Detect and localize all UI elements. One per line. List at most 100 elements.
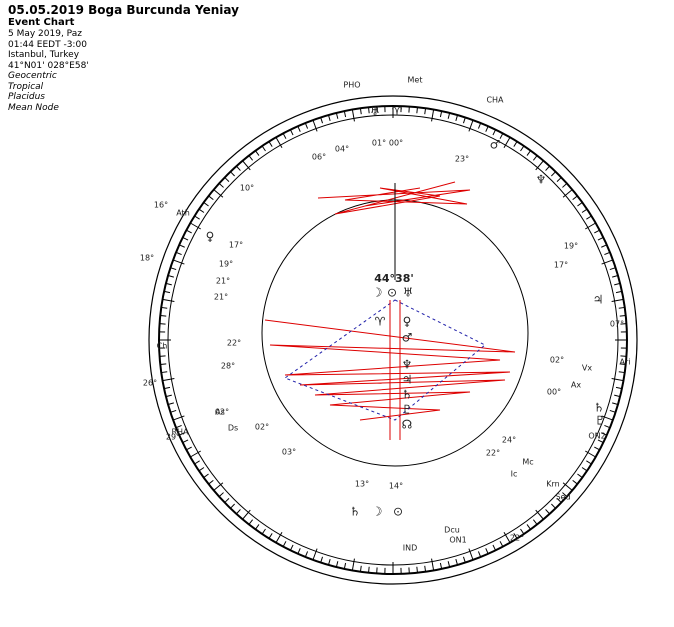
setting: Placidus bbox=[8, 92, 45, 102]
ring-tick bbox=[248, 155, 254, 161]
ring-tick bbox=[170, 267, 177, 271]
planet-glyph: ⊙ bbox=[387, 286, 397, 300]
ring-tick bbox=[351, 109, 355, 122]
ring-tick bbox=[431, 109, 435, 122]
ring-tick bbox=[455, 114, 458, 121]
ring-tick bbox=[618, 371, 625, 374]
chart-label: 00° bbox=[389, 139, 403, 148]
planet-glyph: ♆ bbox=[536, 173, 547, 187]
ring-tick bbox=[320, 117, 324, 124]
ring-tick bbox=[447, 561, 451, 568]
chart-label: 07° bbox=[610, 320, 624, 329]
ring-tick bbox=[526, 150, 531, 156]
ring-tick bbox=[556, 498, 562, 503]
ring-tick bbox=[532, 519, 538, 525]
ring-tick bbox=[242, 160, 251, 171]
ring-tick bbox=[335, 561, 339, 568]
ring-tick bbox=[545, 165, 550, 171]
chart-label: Ic bbox=[511, 470, 518, 479]
ring-tick bbox=[164, 290, 171, 294]
ring-tick bbox=[297, 126, 301, 132]
ring-tick bbox=[586, 460, 592, 465]
chart-label: Met bbox=[408, 76, 423, 85]
ring-tick bbox=[535, 509, 544, 520]
ring-tick bbox=[601, 259, 614, 265]
ring-tick bbox=[203, 473, 209, 478]
ring-tick bbox=[297, 548, 301, 554]
ring-tick bbox=[282, 133, 287, 139]
ring-tick bbox=[551, 171, 556, 177]
ring-tick bbox=[164, 386, 171, 390]
chart-label: 16° bbox=[154, 201, 168, 210]
chart-label: Ari bbox=[620, 358, 631, 367]
ring-tick bbox=[368, 566, 370, 573]
ring-tick bbox=[535, 160, 544, 171]
ring-tick bbox=[182, 236, 189, 241]
ring-tick bbox=[619, 363, 626, 365]
chart-label: 17° bbox=[229, 241, 243, 250]
ring-tick bbox=[597, 439, 604, 444]
ring-tick bbox=[289, 544, 294, 551]
ring-tick bbox=[335, 112, 339, 119]
ring-tick bbox=[230, 171, 235, 177]
chart-label: 21° bbox=[216, 277, 230, 286]
chart-label: 22° bbox=[227, 339, 241, 348]
chart-label: RHA bbox=[171, 428, 189, 437]
setting: Geocentric bbox=[8, 71, 57, 81]
ring-tick bbox=[175, 251, 182, 256]
ring-tick bbox=[477, 551, 482, 558]
ring-tick bbox=[551, 503, 556, 509]
chart-label: 18° bbox=[140, 254, 154, 263]
ring-tick bbox=[343, 562, 347, 569]
ring-tick bbox=[268, 533, 273, 539]
time: 01:44 EEDT -3:00 bbox=[8, 39, 87, 50]
ring-tick bbox=[179, 432, 185, 436]
ring-tick bbox=[179, 244, 185, 248]
ring-tick bbox=[172, 415, 185, 421]
planet-glyph: ⊙ bbox=[393, 505, 403, 519]
planet-glyph: ♅ bbox=[403, 286, 414, 300]
ring-tick bbox=[611, 298, 624, 302]
ring-tick bbox=[577, 473, 583, 478]
ring-tick bbox=[562, 482, 573, 491]
chart-label: CHA bbox=[486, 96, 504, 105]
chart-label: 00° bbox=[547, 388, 561, 397]
ring-tick bbox=[562, 492, 568, 497]
ring-tick bbox=[611, 378, 624, 382]
planet-glyph: ♄ bbox=[402, 388, 413, 402]
chart-label: ON2 bbox=[588, 432, 605, 441]
ring-tick bbox=[532, 155, 538, 161]
chart-label: 22° bbox=[486, 449, 500, 458]
chart-label: 14° bbox=[389, 482, 403, 491]
ring-tick bbox=[165, 282, 172, 286]
ring-tick bbox=[175, 424, 182, 429]
aspect-line bbox=[283, 299, 486, 421]
chart-label: Mc bbox=[522, 458, 533, 467]
planet-glyph: ♆ bbox=[402, 358, 413, 372]
ring-tick bbox=[167, 275, 174, 278]
ring-tick bbox=[194, 460, 200, 465]
chart-label: 02° bbox=[255, 423, 269, 432]
ring-tick bbox=[224, 498, 230, 503]
planet-glyph: ♄ bbox=[350, 505, 361, 519]
ring-tick bbox=[601, 244, 607, 248]
planet-glyph: ♃ bbox=[593, 293, 604, 307]
ring-tick bbox=[242, 509, 251, 520]
center-degree: 44°38' bbox=[374, 272, 413, 285]
ring-tick bbox=[513, 533, 518, 539]
ring-tick bbox=[275, 137, 283, 148]
ring-tick bbox=[556, 177, 562, 182]
ring-tick bbox=[328, 559, 331, 566]
chart-label: Ath bbox=[176, 209, 190, 218]
ring-tick bbox=[609, 409, 616, 413]
ring-tick bbox=[186, 229, 192, 234]
planet-glyph: ♈ bbox=[392, 105, 403, 119]
ring-tick bbox=[182, 439, 189, 444]
ring-tick bbox=[615, 386, 622, 390]
planet-glyph: ☽ bbox=[372, 505, 383, 519]
chart-label: 02° bbox=[215, 408, 229, 417]
ring-tick bbox=[275, 532, 283, 543]
ring-tick bbox=[161, 306, 168, 309]
ring-tick bbox=[503, 532, 511, 543]
